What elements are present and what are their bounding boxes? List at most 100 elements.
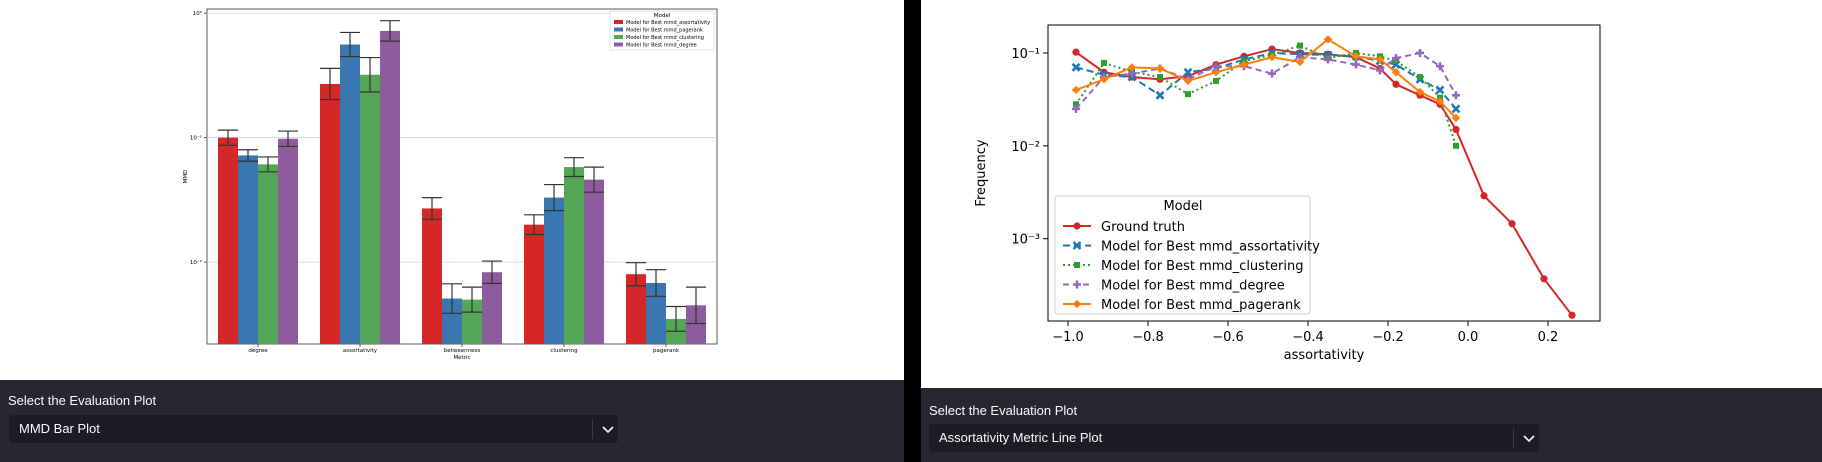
x-tick-label: assortativity [343, 348, 378, 354]
legend-label: Model for Best mmd_clustering [626, 35, 704, 41]
x-tick-label: −0.6 [1212, 330, 1244, 345]
data-point [1480, 192, 1488, 200]
data-point [1267, 53, 1277, 62]
data-point [1183, 76, 1193, 86]
legend-label: Model for Best mmd_assortativity [1101, 240, 1320, 255]
series-path [1075, 51, 1457, 110]
data-point [1351, 52, 1361, 61]
bar [646, 282, 666, 344]
series-path [1075, 51, 1457, 110]
chevron-down-icon[interactable] [598, 419, 618, 439]
bar [686, 305, 706, 344]
data-point [1213, 77, 1219, 84]
data-point [1416, 48, 1424, 57]
data-point [1324, 55, 1332, 64]
bar [218, 137, 238, 344]
x-tick-label: 0.0 [1458, 330, 1479, 345]
bar [544, 197, 564, 344]
legend-swatch [614, 27, 623, 32]
legend-box [1054, 195, 1311, 315]
data-point [1391, 68, 1401, 77]
evaluation-plot-select[interactable]: MMD Bar Plot [9, 415, 618, 443]
y-tick-label: 10⁻³ [1011, 233, 1040, 248]
data-point [1295, 57, 1305, 67]
data-point [1157, 74, 1163, 81]
data-point [1452, 91, 1460, 100]
legend-label: Model for Best mmd_pagerank [1101, 298, 1301, 313]
evaluation-plot-select[interactable]: Assortativity Metric Line Plot [929, 424, 1539, 452]
data-point [1239, 60, 1249, 69]
bar [524, 224, 544, 344]
data-point [1073, 101, 1079, 108]
data-point [1074, 262, 1080, 268]
bar [380, 30, 400, 345]
data-point [1540, 275, 1548, 283]
data-point [1375, 55, 1385, 64]
legend-title: Model [654, 13, 671, 19]
y-tick-label: 10⁻¹ [190, 135, 202, 142]
assortativity-line-chart: −1.0 −0.8 −0.6 −0.4 −0.2 0.0 0.2 10⁻¹ 10⁻² 10⁻³ as… [974, 24, 1601, 363]
data-point [1323, 35, 1333, 44]
data-point [1508, 220, 1516, 228]
data-point [1452, 125, 1460, 134]
bar [360, 74, 380, 344]
data-point [1127, 63, 1137, 72]
data-point [1451, 113, 1461, 123]
legend-label: Model for Best mmd_degree [626, 43, 697, 49]
legend-label: Model for Best mmd_assortativity [626, 20, 710, 26]
y-axis-label: Frequency [974, 139, 989, 206]
data-point [1071, 62, 1081, 72]
legend-label: Model for Best mmd_degree [1101, 279, 1285, 294]
data-point [1183, 67, 1193, 77]
select-label: Select the Evaluation Plot [929, 403, 1078, 418]
x-axis-label: Metric [453, 355, 470, 361]
data-point [1453, 142, 1459, 149]
legend-swatch [614, 35, 623, 39]
x-tick-label: betweenness [444, 348, 481, 354]
legend-title: Model [1163, 199, 1202, 214]
x-axis-label: assortativity [1284, 348, 1365, 363]
x-tick-label: degree [248, 348, 268, 354]
chevron-down-icon[interactable] [1519, 428, 1539, 448]
data-point [1101, 59, 1107, 66]
select-label: Select the Evaluation Plot [8, 393, 157, 408]
bar [626, 274, 646, 344]
mmd-bar-chart: 10⁻² 10⁻¹ 10⁰ degree assortativity betweennes… [183, 8, 718, 361]
bar [340, 44, 360, 345]
select-divider [1513, 428, 1514, 448]
data-point [1352, 60, 1360, 69]
assortativity-line-plot-image: −1.0 −0.8 −0.6 −0.4 −0.2 0.0 0.2 10⁻¹ 10⁻² 10⁻³ as… [921, 0, 1822, 388]
x-tick-label: −0.2 [1372, 330, 1404, 345]
data-point [1071, 85, 1081, 95]
left-panel: 10⁻² 10⁻¹ 10⁰ degree assortativity betweennes… [0, 0, 904, 462]
legend-swatch [614, 42, 623, 47]
select-divider [592, 419, 593, 439]
data-point [1376, 66, 1384, 75]
x-tick-label: pagerank [653, 348, 680, 354]
data-point [1436, 62, 1444, 71]
legend-label: Model for Best mmd_pagerank [626, 28, 703, 34]
bar [422, 208, 442, 344]
bar [278, 138, 298, 344]
data-point [1417, 74, 1423, 81]
x-tick-label: −0.8 [1132, 330, 1164, 345]
data-point [1297, 42, 1303, 49]
bar [258, 164, 278, 344]
data-point [1072, 299, 1082, 309]
y-axis-label: MMD [183, 170, 189, 184]
data-point [1268, 69, 1276, 78]
series-line [1071, 35, 1461, 123]
data-point [1435, 85, 1445, 95]
legend-label: Model for Best mmd_clustering [1101, 259, 1303, 274]
data-point [1072, 48, 1080, 56]
bar [320, 83, 340, 345]
legend-box [609, 10, 715, 51]
x-tick-label: −0.4 [1292, 330, 1324, 345]
series-path [1075, 38, 1457, 119]
data-point [1435, 97, 1445, 106]
x-tick-label: clustering [550, 348, 577, 354]
select-value: MMD Bar Plot [19, 421, 100, 436]
series-path [1075, 48, 1573, 316]
data-point [1099, 75, 1109, 84]
bar [564, 167, 584, 344]
